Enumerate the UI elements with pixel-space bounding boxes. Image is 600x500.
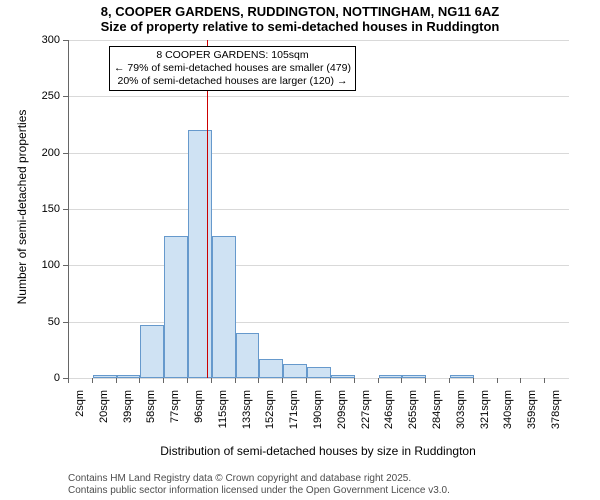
xtick-label: 20sqm — [98, 390, 110, 450]
xtick-label: 115sqm — [217, 390, 229, 450]
histogram-bar — [117, 375, 141, 378]
xtick-label: 209sqm — [336, 390, 348, 450]
xtick-mark — [497, 378, 498, 383]
xtick-mark — [92, 378, 93, 383]
xtick-mark — [354, 378, 355, 383]
xtick-mark — [68, 378, 69, 383]
ytick-mark — [63, 209, 68, 210]
xtick-mark — [211, 378, 212, 383]
xtick-mark — [139, 378, 140, 383]
xtick-label: 246sqm — [383, 390, 395, 450]
ytick-label: 100 — [20, 259, 60, 271]
xtick-label: 133sqm — [241, 390, 253, 450]
plot-area: 8 COOPER GARDENS: 105sqm← 79% of semi-de… — [68, 40, 569, 379]
gridline — [69, 209, 569, 210]
histogram-bar — [450, 375, 474, 378]
ytick-mark — [63, 96, 68, 97]
gridline — [69, 40, 569, 41]
ytick-label: 250 — [20, 90, 60, 102]
xtick-label: 2sqm — [74, 390, 86, 450]
histogram-bar — [283, 364, 307, 378]
xtick-mark — [187, 378, 188, 383]
xtick-mark — [258, 378, 259, 383]
xtick-mark — [282, 378, 283, 383]
histogram-bar — [188, 130, 212, 378]
xtick-mark — [544, 378, 545, 383]
histogram-bar — [259, 359, 283, 378]
xtick-mark — [425, 378, 426, 383]
annotation-line: 20% of semi-detached houses are larger (… — [114, 75, 351, 88]
ytick-mark — [63, 40, 68, 41]
x-axis-label: Distribution of semi-detached houses by … — [68, 444, 568, 458]
page-title: 8, COOPER GARDENS, RUDDINGTON, NOTTINGHA… — [0, 0, 600, 34]
xtick-label: 303sqm — [455, 390, 467, 450]
ytick-label: 0 — [20, 372, 60, 384]
xtick-mark — [163, 378, 164, 383]
gridline — [69, 96, 569, 97]
footer: Contains public sector information licen… — [0, 485, 600, 496]
gridline — [69, 153, 569, 154]
xtick-mark — [449, 378, 450, 383]
xtick-mark — [378, 378, 379, 383]
xtick-mark — [473, 378, 474, 383]
xtick-mark — [116, 378, 117, 383]
xtick-label: 58sqm — [145, 390, 157, 450]
xtick-label: 152sqm — [264, 390, 276, 450]
xtick-label: 171sqm — [288, 390, 300, 450]
annotation-line: ← 79% of semi-detached houses are smalle… — [114, 62, 351, 75]
xtick-label: 39sqm — [122, 390, 134, 450]
xtick-mark — [306, 378, 307, 383]
xtick-mark — [330, 378, 331, 383]
footer-line-2: Contains public sector information licen… — [68, 485, 600, 496]
xtick-label: 265sqm — [407, 390, 419, 450]
xtick-label: 340sqm — [502, 390, 514, 450]
annotation-box: 8 COOPER GARDENS: 105sqm← 79% of semi-de… — [109, 46, 356, 91]
histogram-bar — [164, 236, 188, 378]
title-line-2: Size of property relative to semi-detach… — [0, 19, 600, 34]
ytick-label: 50 — [20, 316, 60, 328]
xtick-mark — [520, 378, 521, 383]
histogram-bar — [93, 375, 117, 378]
ytick-mark — [63, 265, 68, 266]
histogram-bar — [402, 375, 426, 378]
histogram-bar — [236, 333, 260, 378]
xtick-label: 227sqm — [360, 390, 372, 450]
ytick-label: 300 — [20, 34, 60, 46]
footer: Contains HM Land Registry data © Crown c… — [0, 473, 600, 484]
gridline — [69, 265, 569, 266]
xtick-label: 321sqm — [479, 390, 491, 450]
footer-line-1: Contains HM Land Registry data © Crown c… — [68, 473, 600, 484]
ytick-label: 150 — [20, 203, 60, 215]
histogram-bar — [331, 375, 355, 378]
gridline — [69, 378, 569, 379]
xtick-label: 284sqm — [431, 390, 443, 450]
xtick-mark — [235, 378, 236, 383]
xtick-label: 378sqm — [550, 390, 562, 450]
ytick-mark — [63, 322, 68, 323]
xtick-label: 77sqm — [169, 390, 181, 450]
title-line-1: 8, COOPER GARDENS, RUDDINGTON, NOTTINGHA… — [0, 4, 600, 19]
histogram-bar — [379, 375, 403, 378]
xtick-label: 96sqm — [193, 390, 205, 450]
gridline — [69, 322, 569, 323]
xtick-mark — [401, 378, 402, 383]
histogram-bar — [212, 236, 236, 378]
chart-container: 8, COOPER GARDENS, RUDDINGTON, NOTTINGHA… — [0, 0, 600, 500]
xtick-label: 359sqm — [526, 390, 538, 450]
ytick-label: 200 — [20, 147, 60, 159]
histogram-bar — [307, 367, 331, 378]
annotation-line: 8 COOPER GARDENS: 105sqm — [114, 49, 351, 62]
histogram-bar — [140, 325, 164, 378]
ytick-mark — [63, 153, 68, 154]
xtick-label: 190sqm — [312, 390, 324, 450]
